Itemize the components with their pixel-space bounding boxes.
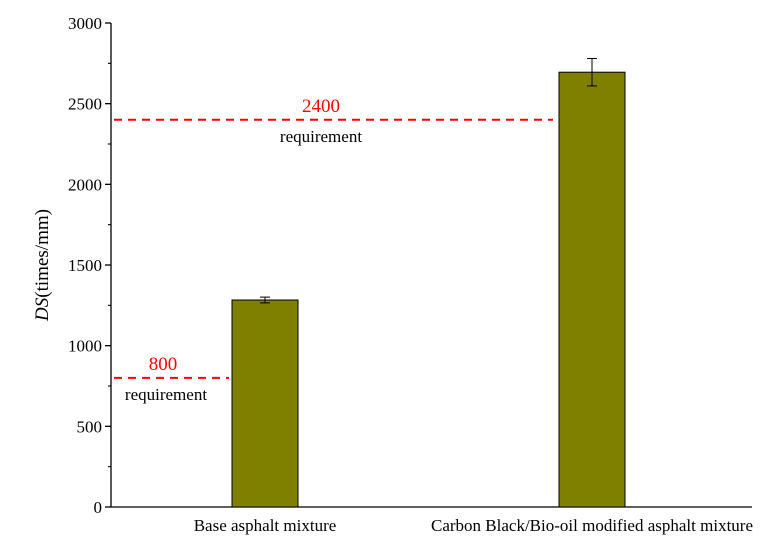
y-axis-label-unit: (times/mm): [32, 209, 53, 298]
bars: [231, 71, 626, 508]
y-tick-label: 2000: [68, 175, 102, 194]
axes: 0 500 1000 1500 2000 2500 3000: [68, 14, 752, 517]
reference-note-2400: requirement: [280, 127, 362, 146]
reference-value-800: 800: [149, 354, 178, 375]
y-tick-label: 1000: [68, 337, 102, 356]
labels: Base asphalt mixture Carbon Black/Bio-oil…: [125, 96, 753, 535]
bar-1: [231, 299, 299, 508]
reference-lines: [114, 118, 553, 379]
bar-2: [558, 71, 626, 508]
x-category-label-1: Base asphalt mixture: [194, 516, 337, 535]
y-tick-label: 0: [94, 498, 103, 517]
y-axis-label: DS(times/mm): [32, 209, 53, 322]
y-tick-label: 3000: [68, 14, 102, 33]
y-tick-label: 500: [77, 417, 103, 436]
x-category-label-2: Carbon Black/Bio-oil modified asphalt mi…: [431, 516, 753, 535]
reference-value-2400: 2400: [302, 96, 340, 117]
error-bars: [260, 57, 597, 304]
reference-note-800: requirement: [125, 385, 207, 404]
y-tick-label: 1500: [68, 256, 102, 275]
y-axis-label-italic: DS: [32, 297, 53, 322]
y-tick-label: 2500: [68, 95, 102, 114]
